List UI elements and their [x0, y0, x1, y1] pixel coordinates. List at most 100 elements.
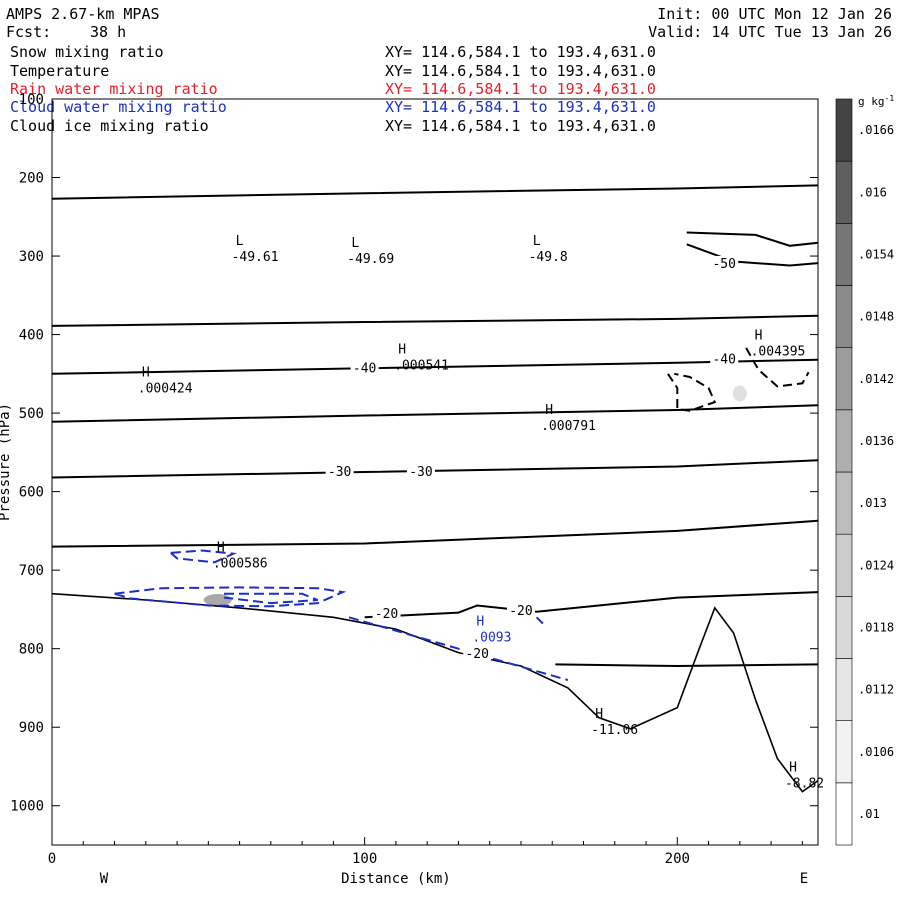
colorbar-label: .0166	[858, 123, 894, 137]
temperature-label: -50	[712, 257, 735, 272]
contour-label-bg	[350, 360, 379, 375]
colorbar-cell	[835, 98, 853, 162]
temperature-label: -20	[375, 607, 398, 622]
temperature-label: -30	[409, 465, 432, 480]
field-name: Cloud water mixing ratio	[10, 98, 227, 116]
extremum-marker: L	[351, 236, 359, 251]
contour-label-bg	[710, 255, 739, 270]
forecast-label: Fcst:	[6, 23, 52, 41]
y-tick-label: 100	[19, 92, 44, 108]
contour-label-bg	[406, 464, 435, 478]
colorbar-cell	[835, 720, 853, 784]
snow-shading	[203, 593, 232, 606]
temperature-contour	[686, 231, 819, 247]
colorbar-label: .013	[858, 496, 887, 510]
contour-label-bg	[463, 646, 492, 661]
extremum-value: -11.06	[591, 723, 638, 738]
y-tick-label: 300	[19, 249, 44, 265]
extremum-marker: H	[789, 760, 797, 775]
extremum-marker: H	[142, 365, 150, 380]
y-tick-label: 800	[19, 642, 44, 658]
y-tick-label: 700	[19, 563, 44, 579]
extremum-value: .0093	[472, 630, 511, 645]
temperature-label: -20	[465, 647, 488, 662]
cloud-ice-contour	[667, 372, 717, 412]
field-xy: XY= 114.6,584.1 to 193.4,631.0	[385, 43, 656, 61]
y-tick-label: 900	[19, 720, 44, 736]
x-axis-title: Distance (km)	[341, 871, 451, 887]
field-xy: XY= 114.6,584.1 to 193.4,631.0	[385, 80, 656, 98]
colorbar-cell	[835, 285, 853, 348]
contour-label-bg	[506, 602, 535, 617]
east-label: E	[800, 871, 808, 887]
extremum-value: -49.8	[529, 250, 568, 265]
temperature-label: -30	[328, 465, 351, 480]
extremum-value: -49.69	[347, 252, 394, 267]
ice-shading	[732, 385, 747, 402]
x-tick-label: 100	[352, 851, 377, 867]
colorbar-cell	[835, 533, 853, 597]
init-time: Init: 00 UTC Mon 12 Jan 26	[657, 5, 892, 23]
temperature-label: -40	[353, 361, 376, 376]
cloud-water-contour	[170, 549, 238, 564]
extremum-value: .000424	[138, 381, 193, 396]
temperature-contour	[686, 243, 819, 267]
colorbar-label: .0106	[858, 745, 894, 759]
y-axis-title: Pressure (hPa)	[0, 403, 13, 521]
extremum-marker: H	[595, 707, 603, 722]
cloud-water-contour	[114, 586, 347, 608]
colorbar-cell	[835, 160, 853, 224]
temperature-contour	[555, 663, 819, 668]
valid-time: Valid: 14 UTC Tue 13 Jan 26	[648, 23, 892, 41]
extremum-marker: H	[398, 343, 406, 358]
temperature-label: -40	[712, 353, 735, 368]
extremum-value: -8.82	[785, 776, 824, 791]
cloud-water-contour	[223, 592, 319, 605]
cloud-ice-contour	[745, 347, 810, 388]
colorbar-label: .0112	[858, 683, 894, 697]
colorbar-cell	[835, 223, 853, 286]
contour-label-bg	[710, 351, 739, 366]
temperature-contour	[51, 358, 819, 375]
colorbar-cell	[835, 347, 853, 411]
colorbar-label: .0118	[858, 620, 894, 634]
colorbar-label: .0136	[858, 434, 894, 448]
contour-label-bg	[372, 606, 401, 621]
temperature-contour	[51, 314, 819, 327]
plot-frame	[51, 98, 819, 846]
extremum-marker: H	[755, 328, 763, 343]
field-name: Rain water mixing ratio	[10, 80, 218, 98]
temperature-contour	[51, 519, 819, 548]
field-name: Temperature	[10, 62, 110, 80]
cloud-water-contour	[348, 616, 569, 682]
temperature-contour	[51, 184, 819, 200]
colorbar-label: .0142	[858, 372, 894, 386]
colorbar-cell	[835, 782, 853, 846]
extremum-value: .004395	[751, 344, 806, 359]
extremum-marker: H	[545, 403, 553, 418]
x-tick-label: 200	[665, 851, 690, 867]
extremum-marker: L	[236, 234, 244, 249]
cloud-water-contour	[535, 616, 544, 625]
colorbar-label: .0154	[858, 247, 894, 261]
y-tick-label: 400	[19, 328, 44, 344]
temperature-label: -20	[509, 604, 532, 619]
contour-label-bg	[325, 464, 354, 478]
terrain-profile	[51, 592, 819, 793]
field-xy: XY= 114.6,584.1 to 193.4,631.0	[385, 98, 656, 116]
extremum-value: -49.61	[232, 250, 279, 265]
field-xy: XY= 114.6,584.1 to 193.4,631.0	[385, 117, 656, 135]
model-title: AMPS 2.67-km MPAS	[6, 5, 160, 23]
temperature-contour	[51, 459, 819, 479]
y-tick-label: 1000	[10, 799, 44, 815]
extremum-marker: H	[217, 540, 225, 555]
colorbar-cell	[835, 658, 853, 721]
forecast-hour: 38 h	[90, 23, 127, 41]
west-label: W	[100, 871, 109, 887]
y-tick-label: 200	[19, 171, 44, 187]
y-tick-label: 500	[19, 406, 44, 422]
colorbar-label: .0148	[858, 310, 894, 324]
extremum-marker: L	[533, 234, 541, 249]
field-xy: XY= 114.6,584.1 to 193.4,631.0	[385, 62, 656, 80]
